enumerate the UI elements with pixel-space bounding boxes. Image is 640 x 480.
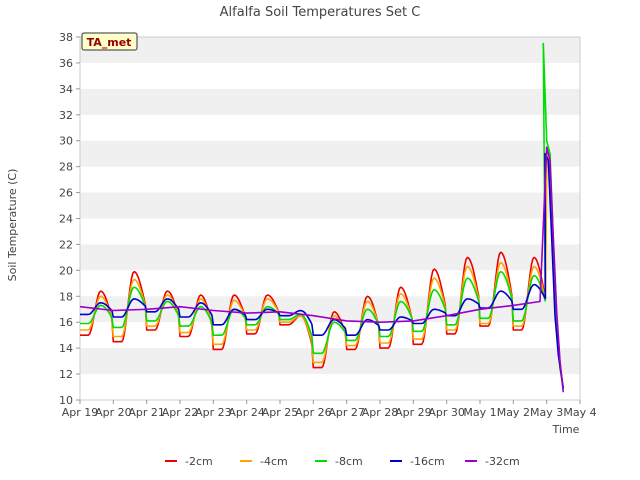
series-line-32cm [79, 146, 565, 393]
y-tick-label: 24 [59, 213, 73, 226]
x-tick-label: Apr 22 [162, 406, 199, 419]
y-band [80, 348, 580, 375]
y-tick-label: 10 [59, 394, 73, 407]
y-bands [80, 37, 580, 375]
y-tick-label: 16 [59, 316, 73, 329]
x-tick-label: Apr 29 [395, 406, 432, 419]
y-tick-label: 36 [59, 57, 73, 70]
y-tick-label: 20 [59, 264, 73, 277]
x-tick-label: Apr 30 [428, 406, 465, 419]
series-line-4cm [80, 150, 565, 390]
y-band [80, 244, 580, 271]
y-tick-label: 14 [59, 342, 73, 355]
x-tick-label: Apr 26 [295, 406, 332, 419]
legend-label: -4cm [260, 455, 288, 468]
x-tick-label: May 4 [563, 406, 596, 419]
y-tick-label: 28 [59, 161, 73, 174]
y-tick-label: 12 [59, 368, 73, 381]
x-tick-label: Apr 25 [262, 406, 299, 419]
y-tick-label: 30 [59, 135, 73, 148]
legend-label: -8cm [335, 455, 363, 468]
series-line-8cm [80, 42, 565, 389]
legend: -2cm -4cm -8cm -16cm -32cm [165, 455, 520, 468]
badge: TA_met [81, 32, 138, 51]
y-band [80, 37, 580, 63]
x-tick-label: Apr 28 [362, 406, 399, 419]
series-lines [79, 42, 565, 393]
y-axis: 10 12 14 16 18 20 22 24 26 28 30 32 34 36 38 [59, 31, 80, 407]
x-axis-label: Time [552, 423, 580, 436]
legend-label: -32cm [485, 455, 520, 468]
x-tick-label: Apr 20 [95, 406, 132, 419]
chart-title: Alfalfa Soil Temperatures Set C [220, 5, 421, 20]
y-tick-label: 26 [59, 187, 73, 200]
y-tick-label: 22 [59, 238, 73, 251]
x-tick-label: Apr 24 [228, 406, 265, 419]
badge-label: TA_met [87, 36, 132, 49]
y-band [80, 140, 580, 167]
y-tick-label: 18 [59, 290, 73, 303]
x-tick-label: Apr 23 [195, 406, 232, 419]
x-tick-label: Apr 21 [128, 406, 165, 419]
y-tick-label: 32 [59, 109, 73, 122]
x-tick-label: Apr 19 [62, 406, 99, 419]
y-axis-label: Soil Temperature (C) [6, 169, 19, 282]
y-band [80, 192, 580, 219]
x-tick-label: May 2 [497, 406, 530, 419]
y-tick-label: 38 [59, 31, 73, 44]
y-band [80, 88, 580, 115]
badge-box [81, 32, 138, 51]
legend-label: -2cm [185, 455, 213, 468]
y-tick-label: 34 [59, 83, 73, 96]
x-tick-label: May 1 [463, 406, 496, 419]
legend-label: -16cm [410, 455, 445, 468]
x-tick-label: May 3 [530, 406, 563, 419]
x-tick-label: Apr 27 [328, 406, 365, 419]
